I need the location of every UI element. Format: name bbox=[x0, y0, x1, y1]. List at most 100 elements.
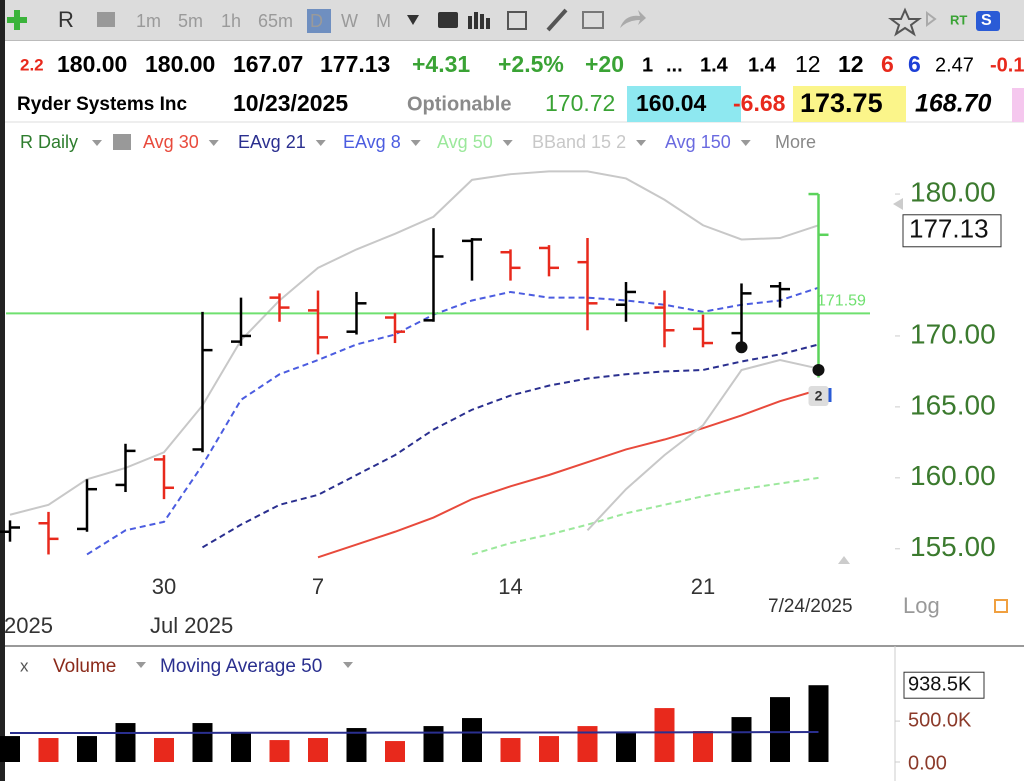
volume-bar bbox=[500, 738, 521, 762]
scroll-marker bbox=[838, 556, 850, 564]
dropdown-arrow[interactable] bbox=[343, 662, 353, 668]
legend-item[interactable]: EAvg 21 bbox=[238, 132, 306, 152]
x-tick-label: 30 bbox=[152, 574, 176, 599]
grid-icon[interactable] bbox=[113, 134, 131, 150]
dropdown-arrow[interactable] bbox=[208, 140, 219, 146]
copy-icon[interactable] bbox=[582, 11, 604, 29]
dropdown-arrow[interactable] bbox=[502, 140, 513, 146]
volume-bar bbox=[577, 726, 598, 762]
print-icon[interactable] bbox=[97, 12, 115, 27]
volume-bar bbox=[269, 740, 290, 762]
draw-icon[interactable] bbox=[546, 8, 568, 32]
interval-button[interactable]: 65m bbox=[258, 11, 293, 31]
interval-button[interactable]: D bbox=[310, 11, 323, 31]
volume-ma bbox=[10, 731, 819, 735]
badge-bg bbox=[808, 386, 829, 406]
symbol[interactable]: R bbox=[58, 7, 74, 32]
add-button[interactable] bbox=[7, 10, 27, 30]
quote-field: 1.4 bbox=[748, 54, 777, 76]
volume-bar bbox=[616, 732, 636, 762]
table-icon[interactable] bbox=[507, 11, 527, 30]
x-tick-label: 7 bbox=[312, 574, 324, 599]
quote-field: Optionable bbox=[407, 93, 511, 115]
quote-field: 2.47 bbox=[935, 54, 974, 76]
y-tick-label: 165.00 bbox=[910, 389, 996, 420]
volume-bar bbox=[654, 708, 675, 762]
quote-field: 180.00 bbox=[145, 51, 215, 77]
volume-bar bbox=[308, 738, 328, 762]
interval-button[interactable]: 1h bbox=[221, 11, 241, 31]
quote-field: 1.4 bbox=[700, 54, 729, 76]
pink-strip bbox=[1012, 88, 1024, 122]
y-tick-label: 180.00 bbox=[910, 176, 996, 207]
volume-bar bbox=[0, 736, 20, 762]
volume-bar bbox=[808, 685, 829, 762]
interval-button[interactable]: M bbox=[376, 11, 391, 31]
study-label[interactable]: R Daily bbox=[20, 132, 78, 152]
window-edge bbox=[0, 0, 5, 781]
dropdown-arrow[interactable] bbox=[136, 662, 146, 668]
legend-item[interactable]: Avg 50 bbox=[437, 132, 493, 152]
volume-bar bbox=[231, 733, 251, 762]
quote-field: 6 bbox=[908, 51, 921, 77]
y-tick-label: 170.00 bbox=[910, 318, 996, 349]
y-tick-label: 160.00 bbox=[910, 460, 996, 491]
chart-type-icon[interactable] bbox=[438, 12, 458, 28]
volume-bar bbox=[423, 726, 444, 762]
volume-label[interactable]: Volume bbox=[53, 656, 116, 677]
quote-field: 12 bbox=[795, 51, 821, 77]
dropdown-arrow[interactable] bbox=[410, 140, 421, 146]
dropdown-arrow[interactable] bbox=[740, 140, 751, 146]
quote-highlight bbox=[793, 86, 906, 122]
dropdown-arrow[interactable] bbox=[92, 140, 102, 146]
x-tick-label: 14 bbox=[498, 574, 522, 599]
close-panel[interactable]: x bbox=[20, 656, 29, 675]
indicator-line bbox=[9, 170, 819, 516]
dropdown-arrow[interactable] bbox=[636, 140, 647, 146]
last-price-box bbox=[902, 214, 1002, 248]
volume-tick-label: 500.0K bbox=[908, 709, 972, 731]
scale-toggle[interactable]: Log bbox=[903, 593, 940, 618]
quote-field: 160.04 bbox=[636, 90, 707, 116]
favorite-star[interactable] bbox=[888, 7, 922, 37]
quote-field: 168.70 bbox=[915, 90, 992, 118]
toolbar-border bbox=[0, 40, 1024, 41]
volume-bar bbox=[462, 718, 482, 762]
legend-item[interactable]: Avg 30 bbox=[143, 132, 199, 152]
quote-field: 12 bbox=[838, 51, 864, 77]
quote-highlight bbox=[627, 86, 741, 122]
dropdown-arrow[interactable] bbox=[315, 140, 326, 146]
more-button[interactable]: More bbox=[775, 132, 816, 152]
lock-icon[interactable] bbox=[994, 599, 1008, 613]
legend-item[interactable]: EAvg 8 bbox=[343, 132, 401, 152]
interval-button[interactable]: W bbox=[341, 11, 358, 31]
quote-field: Ryder Systems Inc bbox=[17, 94, 187, 115]
s-label[interactable]: S bbox=[981, 12, 992, 29]
scroll-marker bbox=[893, 198, 903, 210]
legend-item[interactable]: BBand 15 2 bbox=[532, 132, 626, 152]
bars-icon[interactable] bbox=[468, 12, 490, 29]
active-interval-bg bbox=[307, 9, 331, 33]
interval-button[interactable]: 1m bbox=[136, 11, 161, 31]
flag-icon[interactable] bbox=[926, 11, 937, 27]
s-button[interactable] bbox=[976, 11, 1000, 31]
x-tick-label: 21 bbox=[691, 574, 715, 599]
indicator-line bbox=[586, 359, 819, 532]
ma-label[interactable]: Moving Average 50 bbox=[160, 656, 322, 677]
legend-item[interactable]: Avg 150 bbox=[665, 132, 731, 152]
toolbar bbox=[0, 0, 1024, 40]
quote-field: 177.13 bbox=[320, 51, 390, 77]
volume-bar bbox=[192, 723, 213, 762]
volume-tick-label: 0.00 bbox=[908, 752, 947, 774]
signal-dot bbox=[735, 341, 748, 354]
interval-button[interactable]: 5m bbox=[178, 11, 203, 31]
quote-field: -0.1 bbox=[990, 54, 1024, 76]
share-icon[interactable] bbox=[620, 10, 646, 28]
quote-field: +2.5% bbox=[498, 51, 564, 77]
volume-bar bbox=[154, 738, 174, 762]
last-price: 177.13 bbox=[909, 214, 989, 244]
current-volume: 938.5K bbox=[908, 673, 972, 695]
rt-button[interactable]: RT bbox=[950, 12, 967, 27]
dropdown[interactable] bbox=[407, 15, 419, 25]
